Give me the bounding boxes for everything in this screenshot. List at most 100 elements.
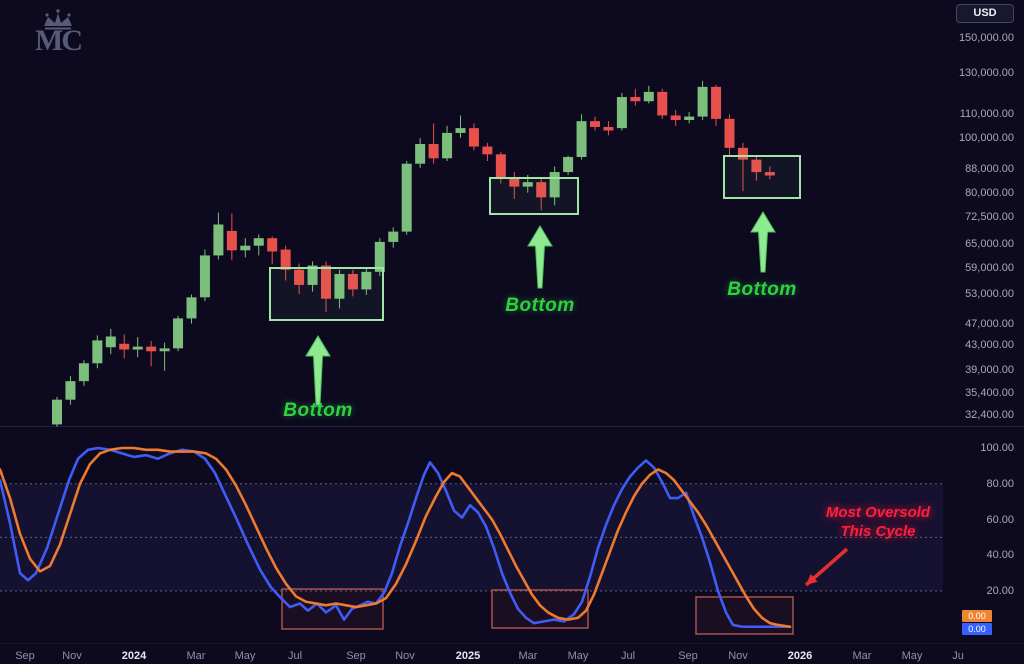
- candle: [415, 138, 426, 168]
- candle: [388, 227, 399, 248]
- oversold-callout-line1: Most Oversold: [825, 504, 931, 521]
- candle: [657, 88, 668, 119]
- time-axis-label: 2026: [787, 650, 813, 662]
- bottom-highlight-box: [723, 155, 801, 199]
- slow-line: [0, 446, 792, 629]
- candle: [253, 234, 264, 256]
- time-axis-label: May: [234, 650, 256, 662]
- time-axis-label: Jul: [287, 650, 303, 662]
- time-axis-label: Ju: [952, 650, 964, 662]
- time-axis-label: Nov: [62, 650, 82, 662]
- price-axis-label: 150,000.00: [958, 32, 1014, 44]
- candle-body: [321, 265, 331, 299]
- price-axis-label: 32,400.00: [965, 409, 1014, 422]
- indicator-value-badge: 0.00: [962, 610, 992, 622]
- candle: [347, 269, 358, 297]
- oscillator-axis-label: 60.00: [986, 513, 1014, 526]
- candle-body: [65, 381, 76, 400]
- candle-body: [684, 116, 695, 120]
- price-axis-label: 39,000.00: [965, 363, 1014, 376]
- time-axis-label: Nov: [728, 650, 748, 662]
- candle-body: [630, 97, 641, 102]
- candle-body: [267, 238, 278, 252]
- candle: [199, 249, 210, 302]
- time-axis-label: Sep: [15, 650, 35, 662]
- candlestick-series: [52, 80, 775, 427]
- candle: [630, 88, 641, 106]
- candle-body: [374, 241, 385, 272]
- candle-body: [92, 340, 103, 364]
- up-arrow-icon: [305, 335, 331, 406]
- price-axis-label: 110,000.00: [959, 108, 1014, 121]
- candle-body: [361, 271, 372, 290]
- candle: [173, 315, 184, 352]
- candle: [751, 155, 762, 181]
- candle-body: [226, 230, 237, 251]
- price-axis-label: 80,000.00: [965, 186, 1014, 199]
- fast-line: [0, 446, 792, 629]
- price-axis-label: 100,000.00: [958, 131, 1014, 144]
- candle: [361, 267, 372, 295]
- candle-body: [428, 144, 439, 159]
- candle-body: [159, 348, 170, 352]
- candle-body: [522, 182, 533, 187]
- candle: [711, 84, 722, 126]
- time-axis-label: Mar: [518, 650, 538, 662]
- candle-body: [563, 156, 574, 173]
- candle: [563, 155, 574, 175]
- time-axis-label: May: [567, 650, 589, 662]
- candle-body: [146, 346, 157, 352]
- price-axis-label: 47,000.00: [965, 317, 1014, 330]
- candle: [442, 125, 453, 161]
- candle: [105, 328, 116, 355]
- candle-body: [576, 121, 587, 157]
- candle-body: [132, 346, 143, 350]
- oscillator-axis-label: 20.00: [986, 585, 1014, 597]
- candle-body: [603, 126, 614, 131]
- time-axis-label: 2024: [121, 650, 147, 662]
- time-axis-label: Jul: [620, 650, 636, 662]
- candle-body: [401, 163, 412, 232]
- candle-body: [697, 86, 708, 117]
- candle: [226, 213, 237, 261]
- candle-body: [670, 115, 681, 120]
- price-axis-label: 130,000.00: [958, 67, 1014, 80]
- bottom-annotation-label: Bottom: [283, 400, 353, 421]
- candle: [267, 236, 278, 265]
- candle-body: [590, 121, 600, 127]
- candle: [52, 396, 62, 427]
- candle-body: [388, 231, 399, 242]
- price-axis-label: 53,000.00: [965, 288, 1014, 301]
- candle-body: [643, 91, 654, 102]
- callout-arrowhead: [806, 573, 818, 585]
- candle-body: [415, 144, 426, 164]
- oversold-callout-line2: This Cycle: [840, 523, 916, 540]
- price-axis-label: 43,000.00: [965, 339, 1014, 352]
- time-axis-label: May: [901, 650, 923, 662]
- candle: [186, 294, 197, 324]
- candle: [643, 85, 654, 104]
- bottom-highlight-box: [489, 177, 579, 215]
- indicator-value-badge: 0.00: [962, 623, 992, 635]
- candle-body: [495, 154, 506, 178]
- up-arrow-icon: [527, 225, 553, 289]
- candle-body: [105, 336, 116, 348]
- time-axis-label: Mar: [186, 650, 206, 662]
- up-arrow-icon: [750, 211, 776, 273]
- candle: [684, 112, 695, 124]
- candle-body: [119, 343, 130, 350]
- candle-body: [78, 363, 89, 382]
- oscillator-axis-label: 40.00: [986, 549, 1014, 562]
- price-axis-label: 35,400.00: [965, 387, 1014, 400]
- currency-button[interactable]: USD: [956, 4, 1014, 23]
- candle: [119, 334, 130, 359]
- candle-body: [751, 159, 762, 173]
- candle: [697, 80, 708, 120]
- candle-body: [199, 255, 210, 298]
- candle: [240, 238, 251, 258]
- logo-monogram: MC: [35, 24, 83, 57]
- candle-body: [307, 265, 318, 285]
- candle-body: [173, 318, 184, 349]
